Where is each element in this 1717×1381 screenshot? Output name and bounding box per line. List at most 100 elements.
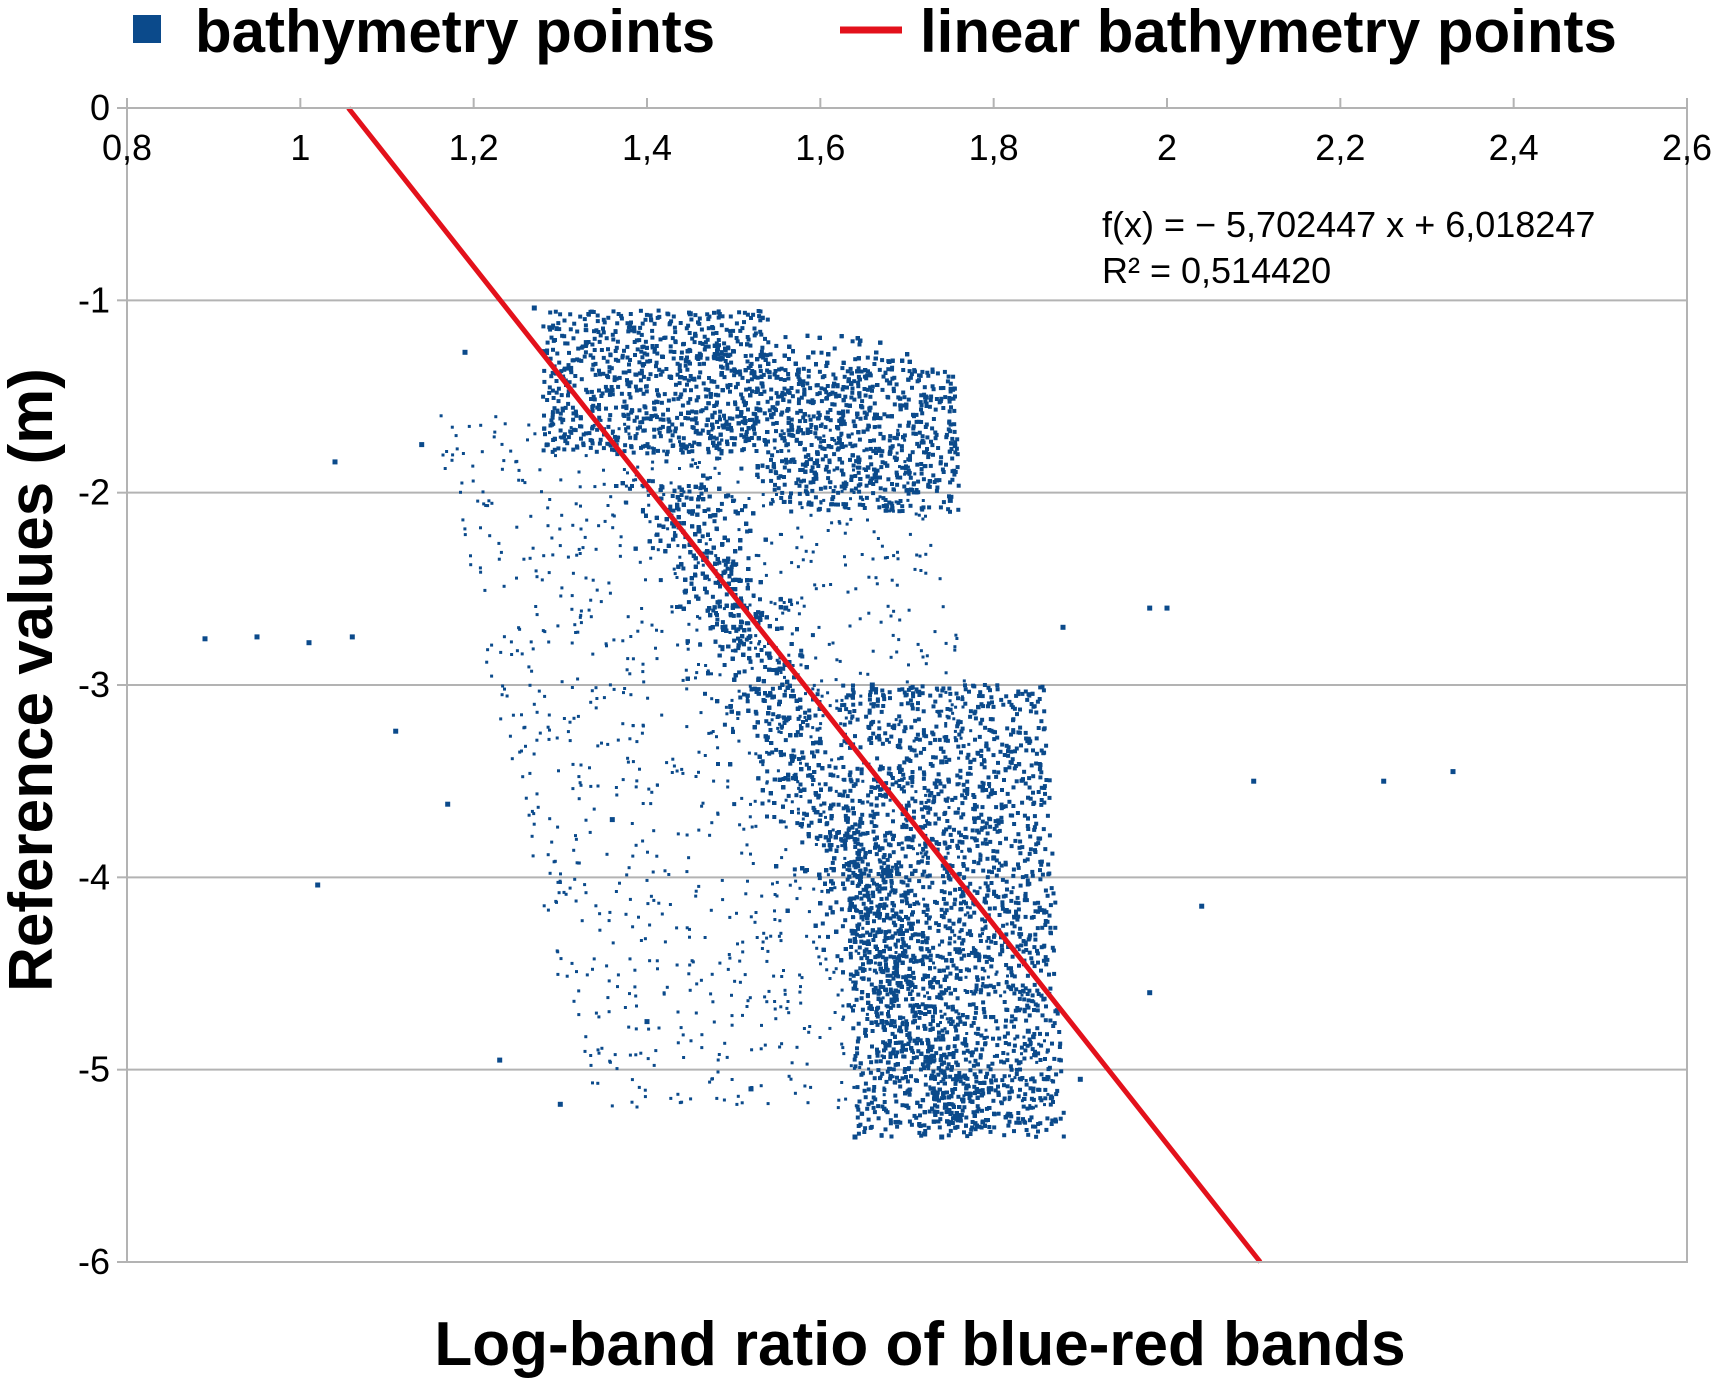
data-point (738, 639, 743, 643)
data-point (768, 728, 773, 732)
data-point (887, 360, 892, 364)
data-point (845, 369, 850, 374)
data-point (932, 1094, 937, 1099)
data-point (736, 613, 741, 618)
data-point (800, 840, 805, 845)
data-point (811, 477, 816, 481)
data-point (888, 871, 892, 875)
data-point (922, 1110, 927, 1115)
data-point (978, 1069, 983, 1074)
data-point (824, 868, 829, 873)
data-point (756, 687, 761, 692)
data-point (889, 1023, 893, 1028)
data-point (898, 927, 903, 932)
data-point (699, 482, 704, 487)
data-point (677, 485, 682, 490)
data-point (962, 1021, 967, 1026)
data-point (732, 442, 737, 447)
data-point (825, 384, 830, 388)
data-point (847, 874, 852, 879)
data-point (729, 568, 734, 573)
data-point (704, 590, 709, 595)
data-point (760, 384, 765, 389)
data-point (720, 620, 725, 625)
data-point (973, 1121, 978, 1126)
data-point (880, 358, 885, 363)
data-point (894, 911, 899, 916)
data-point (657, 523, 662, 528)
data-point (945, 1066, 950, 1071)
data-point (691, 553, 696, 558)
data-point (879, 897, 884, 901)
data-point (722, 722, 727, 727)
data-point (768, 692, 773, 697)
data-point (748, 578, 753, 583)
data-point (806, 832, 811, 837)
data-point (727, 574, 732, 579)
data-point (681, 502, 686, 507)
data-point (865, 920, 870, 925)
data-point (852, 904, 857, 909)
data-point (748, 659, 753, 664)
data-point (888, 916, 893, 921)
data-point (826, 352, 831, 357)
data-point (781, 666, 786, 671)
data-point (798, 428, 803, 433)
data-point (663, 549, 668, 554)
scatter-points (202, 305, 1456, 1140)
data-point (918, 1104, 923, 1109)
data-point (763, 537, 768, 542)
data-point (671, 356, 676, 361)
data-point (853, 486, 858, 491)
data-point (938, 995, 943, 1000)
data-point (845, 877, 850, 882)
data-point (703, 691, 707, 696)
data-point (817, 872, 822, 877)
data-point (762, 389, 767, 394)
data-point (869, 785, 874, 790)
data-point (698, 486, 703, 491)
data-point (736, 636, 740, 641)
data-point (711, 608, 716, 613)
data-point (668, 504, 673, 509)
data-point (777, 685, 782, 690)
data-point (1025, 1106, 1030, 1111)
data-point (878, 966, 883, 971)
data-point (689, 581, 694, 586)
data-point (908, 1003, 913, 1008)
data-point (946, 1062, 951, 1067)
data-point (795, 706, 800, 711)
data-point (699, 491, 704, 496)
data-point (950, 1007, 955, 1012)
data-point (832, 346, 837, 351)
data-point (702, 485, 706, 490)
data-point (830, 860, 835, 865)
data-point (828, 847, 833, 852)
data-point (885, 912, 890, 917)
data-point (818, 736, 823, 741)
data-point (758, 597, 762, 602)
data-point (928, 1004, 933, 1009)
data-point (930, 1044, 935, 1049)
data-point (693, 556, 698, 561)
data-point (927, 479, 932, 484)
data-point (726, 644, 731, 649)
data-point (875, 383, 880, 387)
data-point (633, 546, 638, 551)
data-point (973, 1127, 978, 1132)
data-point (777, 777, 782, 782)
data-point (804, 812, 809, 817)
data-point (814, 362, 818, 367)
data-point (831, 802, 836, 807)
data-point (850, 798, 855, 803)
data-point (882, 918, 886, 923)
data-point (732, 802, 737, 807)
data-point (909, 1060, 914, 1065)
data-point (743, 504, 748, 509)
data-point (675, 605, 679, 609)
data-point (764, 615, 769, 620)
data-point (843, 947, 848, 951)
data-point (737, 578, 742, 583)
data-point (721, 628, 725, 632)
data-point (976, 1090, 981, 1094)
